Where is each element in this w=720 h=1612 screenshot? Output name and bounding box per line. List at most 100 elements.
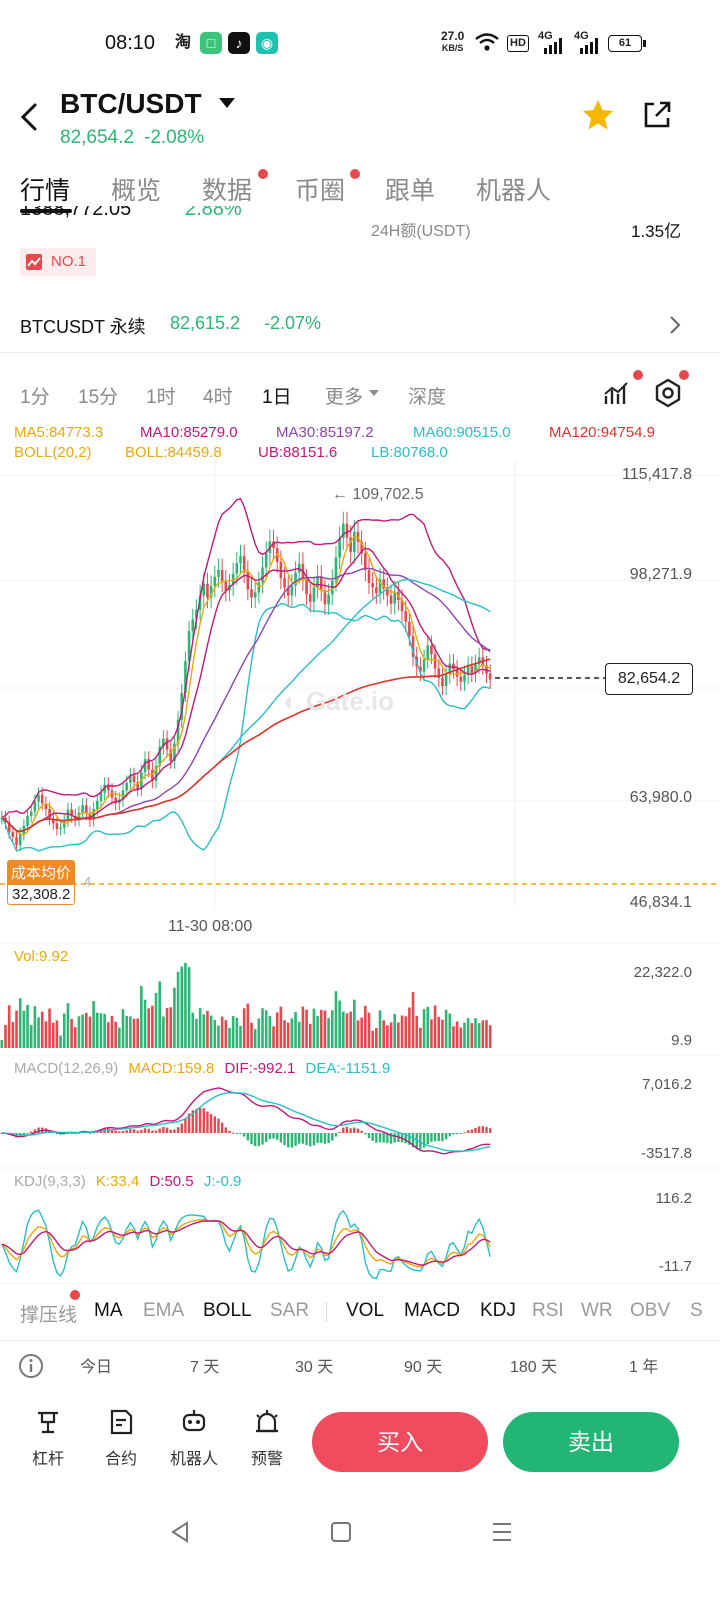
indicator-settings-icon[interactable] [603,380,631,408]
macd-histogram-bar [404,1133,407,1144]
volume-bar [250,1022,253,1048]
indicator-tab-8[interactable]: RSI [532,1300,564,1321]
volume-bar [62,1013,66,1048]
volume-bar [114,1021,117,1048]
chart-canvas[interactable] [0,418,720,1298]
indicator-tab-5[interactable]: VOL [346,1300,385,1321]
macd-histogram-bar [268,1133,272,1140]
interval-4h[interactable]: 4时 [203,387,233,408]
share-icon[interactable] [641,99,673,131]
indicator-tab-6[interactable]: MACD [404,1300,460,1321]
perp-name: BTCUSDT 永续 [20,317,146,337]
macd-histogram-bar [360,1130,363,1133]
alert-button[interactable]: 预警 [237,1408,297,1469]
candle-body [430,645,433,655]
candle-body [349,537,352,552]
macd-histogram-bar [154,1130,158,1133]
tab-coin-circle[interactable]: 币圈 [295,177,346,205]
macd-histogram-bar [235,1133,239,1134]
indicator-tab-3[interactable]: BOLL [203,1300,252,1321]
robot-button[interactable]: 机器人 [164,1408,224,1469]
indicator-tab-1[interactable]: MA [94,1300,123,1321]
volume-bar [73,1027,77,1048]
max-marker-value: 109,702.5 [352,486,424,503]
indicator-tab-0[interactable]: 撑压线 [20,1305,78,1326]
interval-more[interactable]: 更多 [325,387,364,408]
candle-body [147,759,151,770]
volume-bar [463,1022,466,1048]
boll-legend: BOLL(20,2) BOLL:84459.8 UB:88151.6 LB:80… [14,444,714,462]
macd-histogram-bar [184,1118,187,1133]
legend-boll-params: BOLL(20,2) [14,444,92,461]
candle-body [198,595,202,610]
macd-histogram-bar [470,1129,474,1133]
buy-button[interactable]: 买入 [312,1412,488,1472]
candle-body [294,572,297,586]
tab-overview[interactable]: 概览 [111,177,162,205]
volume-bar [195,1018,198,1048]
indicator-tab-2[interactable]: EMA [143,1300,185,1321]
volume-bar [268,1015,272,1048]
volume-bar [77,1016,81,1048]
pair-dropdown-icon[interactable] [218,97,236,109]
indicator-tab-9[interactable]: WR [581,1300,613,1321]
info-circle-icon[interactable] [18,1353,44,1379]
macd-histogram-bar [151,1130,154,1133]
d-value: D:50.5 [149,1173,194,1190]
volume-bar [107,1022,110,1048]
leverage-button[interactable]: 杠杆 [18,1408,78,1469]
candlestick-series [0,511,492,852]
indicator-tab-7[interactable]: KDJ [480,1300,516,1321]
tab-data[interactable]: 数据 [202,177,253,205]
candle-body [283,578,286,588]
watermark-text: Gate.io [305,686,395,716]
tab-coin-dot [350,169,360,179]
volume-bar [246,1003,250,1048]
candle-body [11,832,15,838]
volume-bar [419,1027,422,1048]
contract-button[interactable]: 合约 [91,1408,151,1469]
kdj-y-min: -11.7 [658,1258,692,1275]
interval-1h[interactable]: 1时 [146,387,176,408]
volume-bar [118,1027,121,1048]
volume-bar [59,1035,62,1048]
status-bar: 08:10 淘 □ ♪ ◉ 27.0 KB/S HD 4G 4G 61 [0,0,720,90]
nav-home-icon[interactable] [330,1521,352,1543]
macd-histogram-bar [382,1133,385,1143]
indicator-tab-4[interactable]: SAR [270,1300,310,1321]
interval-15m[interactable]: 15分 [78,387,119,408]
pair-title[interactable]: BTC/USDT [60,88,202,119]
settings-icon[interactable] [653,378,683,408]
candle-body [173,743,176,761]
macd-histogram-bar [334,1133,338,1137]
depth-tab[interactable]: 深度 [408,387,447,408]
candle-body [239,556,242,564]
volume-bar [455,1021,459,1048]
macd-histogram-bar [217,1118,220,1133]
macd-histogram-bar [444,1133,448,1140]
volume-bar [103,1013,106,1048]
interval-1m[interactable]: 1分 [20,387,50,408]
indicator-tab-10[interactable]: OBV [630,1300,671,1321]
kline-chart[interactable]: MA5:84773.3 MA10:85279.0 MA30:85197.2 MA… [0,418,720,1318]
interval-1d[interactable]: 1日 [262,387,292,408]
favorite-star-icon[interactable] [581,98,615,132]
candle-body [209,586,213,598]
tab-market[interactable]: 行情 [20,177,71,205]
macd-histogram-bar [485,1127,488,1133]
tab-robot[interactable]: 机器人 [476,177,552,205]
volume-bar [253,1029,257,1048]
back-icon[interactable] [18,102,40,132]
macd-histogram-bar [378,1133,382,1143]
nav-menu-icon[interactable] [490,1520,514,1544]
sell-button[interactable]: 卖出 [503,1412,679,1472]
macd-histogram-bar [74,1133,77,1134]
volume-bar [353,999,356,1048]
indicator-tab-11[interactable]: S [690,1300,703,1321]
volume-bar [400,1015,404,1048]
perpetual-row[interactable]: BTCUSDT 永续 82,615.2 -2.07% [0,298,720,350]
candle-body [422,659,426,672]
tab-copy-trade[interactable]: 跟单 [385,177,436,205]
j-line [1,1209,491,1280]
nav-back-icon[interactable] [168,1520,192,1544]
